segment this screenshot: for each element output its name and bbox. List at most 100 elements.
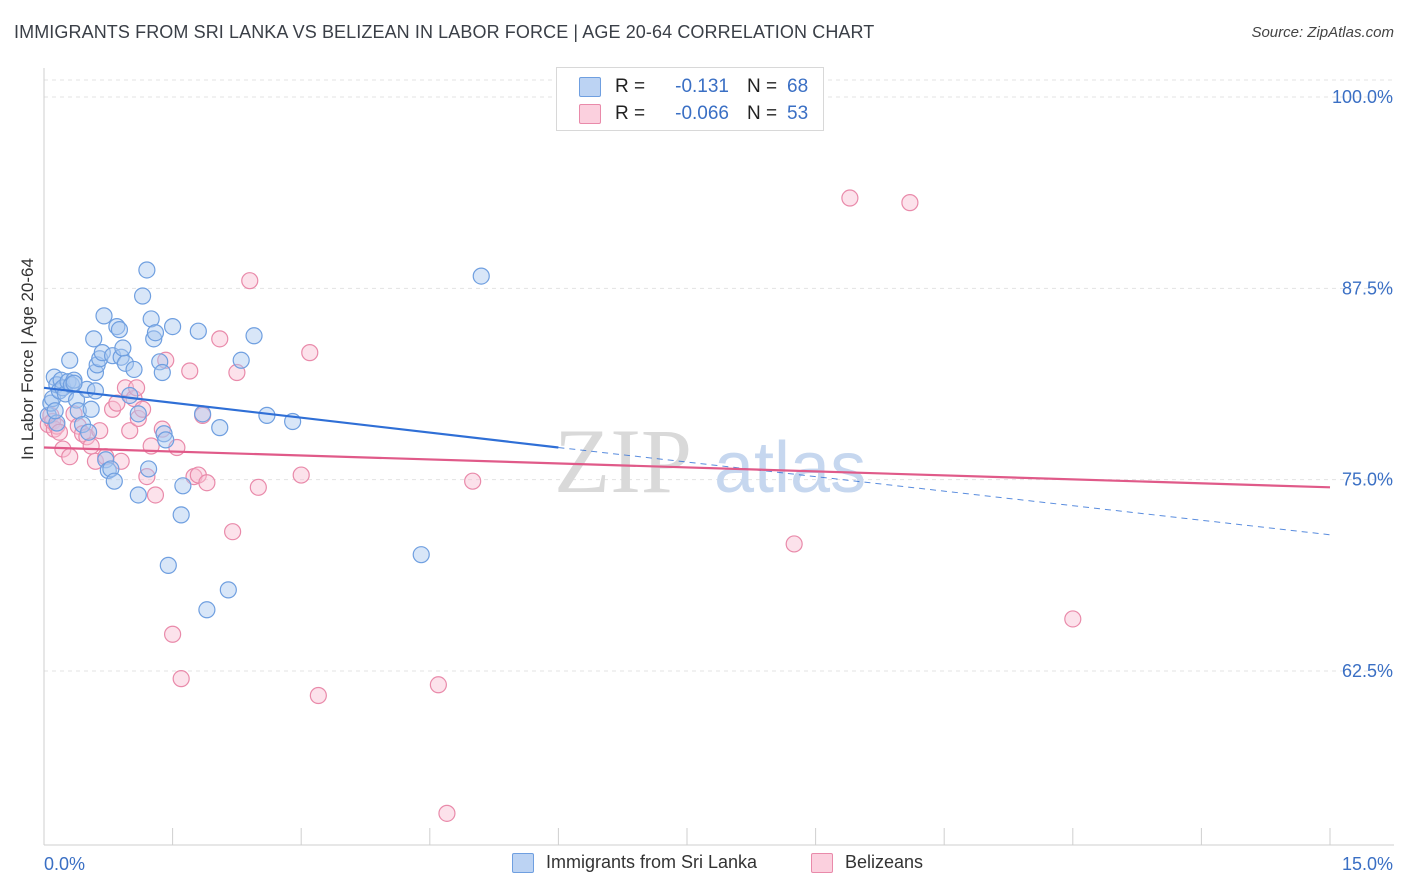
y-tick-label: 100.0% [1332, 87, 1393, 107]
point-sri-lanka [95, 307, 113, 325]
point-sri-lanka [65, 374, 83, 392]
point-sri-lanka [46, 402, 64, 420]
legend-r-value-sri-lanka: -0.131 [675, 76, 729, 97]
point-sri-lanka [172, 506, 190, 524]
point-sri-lanka [139, 460, 158, 478]
point-belizeans [61, 448, 79, 466]
x-tick-label-min: 0.0% [44, 854, 85, 874]
point-belizeans [249, 478, 267, 496]
point-sri-lanka [129, 486, 147, 504]
point-sri-lanka [412, 546, 430, 564]
bottom-legend-label-sri-lanka: Immigrants from Sri Lanka [546, 852, 758, 872]
trend-sri-lanka [43, 386, 559, 449]
stats-legend: R = -0.131 N = 68 R = -0.066 N = 53 [556, 67, 824, 131]
point-sri-lanka [129, 405, 147, 423]
point-belizeans [464, 472, 482, 490]
point-sri-lanka [151, 353, 169, 371]
point-belizeans [241, 272, 259, 290]
trend-lines [43, 386, 1331, 536]
point-sri-lanka [146, 324, 165, 342]
point-sri-lanka [245, 327, 263, 345]
bottom-legend-label-belizeans: Belizeans [845, 852, 924, 872]
point-belizeans [164, 625, 182, 643]
legend-n-label: N = [747, 103, 778, 124]
point-sri-lanka [189, 322, 207, 340]
point-belizeans [108, 394, 126, 412]
point-belizeans [129, 409, 147, 428]
legend-r-value-belizeans: -0.066 [675, 103, 729, 124]
point-belizeans [224, 523, 242, 541]
point-sri-lanka [164, 318, 182, 336]
tick-labels: 62.5% 75.0% 87.5% 100.0% 0.0% 15.0% [44, 87, 1393, 874]
point-sri-lanka [108, 318, 126, 336]
point-sri-lanka [82, 400, 100, 418]
y-tick-label: 87.5% [1342, 278, 1393, 298]
bottom-legend-swatch-sri-lanka [512, 852, 534, 873]
point-sri-lanka [472, 267, 490, 285]
watermark: ZIP atlas [554, 410, 866, 512]
point-belizeans [198, 474, 216, 492]
point-sri-lanka [93, 344, 111, 362]
x-tick-label-max: 15.0% [1342, 854, 1393, 874]
point-sri-lanka [86, 382, 105, 400]
point-sri-lanka [157, 431, 175, 449]
point-belizeans [1064, 610, 1082, 628]
point-belizeans [429, 676, 447, 694]
point-sri-lanka [153, 363, 171, 382]
point-sri-lanka [85, 330, 103, 348]
source-label: Source: ZipAtlas.com [1251, 24, 1394, 41]
point-sri-lanka [232, 351, 250, 369]
legend-row-sri-lanka: R = -0.131 N = 68 [579, 76, 808, 98]
point-sri-lanka [198, 601, 216, 619]
legend-r-label: R = [615, 103, 646, 124]
point-sri-lanka [159, 556, 177, 574]
point-sri-lanka [138, 261, 156, 279]
legend-row-belizeans: R = -0.066 N = 53 [579, 103, 808, 125]
point-sri-lanka [145, 330, 163, 348]
point-belizeans [785, 535, 803, 553]
bottom-legend-swatch-belizeans [811, 852, 833, 873]
legend-n-label: N = [747, 76, 778, 97]
point-sri-lanka [121, 386, 139, 405]
point-sri-lanka [211, 419, 229, 437]
point-sri-lanka [97, 451, 115, 469]
point-sri-lanka [61, 351, 79, 369]
point-belizeans [901, 194, 919, 212]
point-belizeans [211, 330, 229, 348]
point-sri-lanka [194, 405, 212, 423]
legend-r-label: R = [615, 76, 646, 97]
watermark-zip: ZIP [554, 410, 692, 512]
legend-n-value-sri-lanka: 68 [787, 76, 809, 97]
point-sri-lanka [110, 321, 129, 339]
point-sri-lanka [79, 423, 98, 441]
point-belizeans [121, 422, 139, 440]
point-belizeans [172, 670, 190, 688]
point-belizeans [146, 486, 165, 504]
points-layer [39, 189, 1082, 822]
point-belizeans [301, 344, 319, 362]
chart-title: IMMIGRANTS FROM SRI LANKA VS BELIZEAN IN… [14, 22, 875, 42]
trend-sri-lanka-extension [558, 447, 1331, 536]
gridlines [44, 79, 1394, 672]
legend-swatch-sri-lanka [579, 77, 601, 97]
point-sri-lanka [125, 360, 143, 379]
point-belizeans [438, 804, 456, 822]
point-sri-lanka [174, 477, 192, 495]
point-belizeans [309, 686, 327, 705]
point-sri-lanka [219, 581, 237, 599]
point-belizeans [292, 466, 310, 484]
point-sri-lanka [69, 402, 87, 420]
legend-n-value-belizeans: 53 [787, 103, 809, 124]
y-tick-label: 62.5% [1342, 661, 1393, 681]
y-axis-label: In Labor Force | Age 20-64 [18, 258, 37, 460]
point-belizeans [181, 362, 199, 380]
point-sri-lanka [155, 425, 173, 443]
y-tick-label: 75.0% [1342, 470, 1393, 490]
point-belizeans [841, 189, 859, 207]
point-sri-lanka [142, 310, 160, 328]
point-sri-lanka [133, 287, 152, 305]
axes [43, 68, 1394, 846]
point-sri-lanka [116, 354, 135, 372]
bottom-legend-sri-lanka: Immigrants from Sri Lanka [512, 852, 757, 873]
